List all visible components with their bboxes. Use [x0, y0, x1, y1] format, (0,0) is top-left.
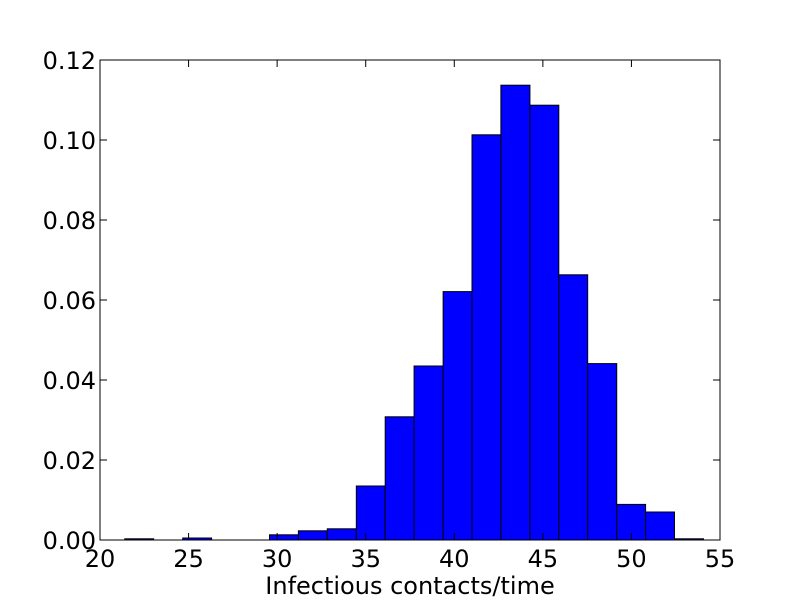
x-tick-labels: 20 25 30 35 40 45 50 55 — [85, 545, 736, 573]
histogram-bar-10 — [413, 365, 444, 541]
y-tick-label: 0.06 — [43, 287, 96, 315]
x-tick-label: 30 — [262, 545, 293, 573]
y-tick-label: 0.04 — [43, 367, 96, 395]
histogram-bar-18 — [645, 511, 675, 541]
histogram-bar-13 — [500, 84, 531, 541]
histogram-bar-11 — [442, 291, 473, 541]
x-tick-label: 55 — [705, 545, 736, 573]
histogram-bars — [124, 84, 705, 541]
x-tick-label: 45 — [528, 545, 559, 573]
histogram-bar-16 — [587, 363, 618, 541]
x-tick-label: 40 — [439, 545, 470, 573]
x-tick-label: 25 — [173, 545, 204, 573]
x-tick-label: 35 — [350, 545, 381, 573]
histogram-bar-5 — [269, 534, 299, 541]
plot-frame — [99, 59, 721, 541]
y-tick-labels: 0.00 0.02 0.04 0.06 0.08 0.10 0.12 — [43, 47, 96, 555]
y-tick-label: 0.12 — [43, 47, 96, 75]
x-axis-label: Infectious contacts/time — [265, 572, 554, 600]
y-tick-label: 0.08 — [43, 207, 96, 235]
histogram-bar-12 — [471, 134, 502, 541]
histogram-bar-7 — [326, 528, 357, 541]
y-tick-label: 0.10 — [43, 127, 96, 155]
histogram-bar-8 — [355, 485, 386, 541]
x-tick-label: 20 — [85, 545, 116, 573]
histogram-bar-15 — [558, 274, 589, 541]
histogram-bar-14 — [529, 104, 560, 541]
x-tick-label: 50 — [616, 545, 647, 573]
y-tick-label: 0.02 — [43, 447, 96, 475]
histogram-bar-6 — [297, 530, 328, 541]
y-tick-label: 0.00 — [43, 527, 96, 555]
histogram-bar-9 — [384, 416, 415, 541]
